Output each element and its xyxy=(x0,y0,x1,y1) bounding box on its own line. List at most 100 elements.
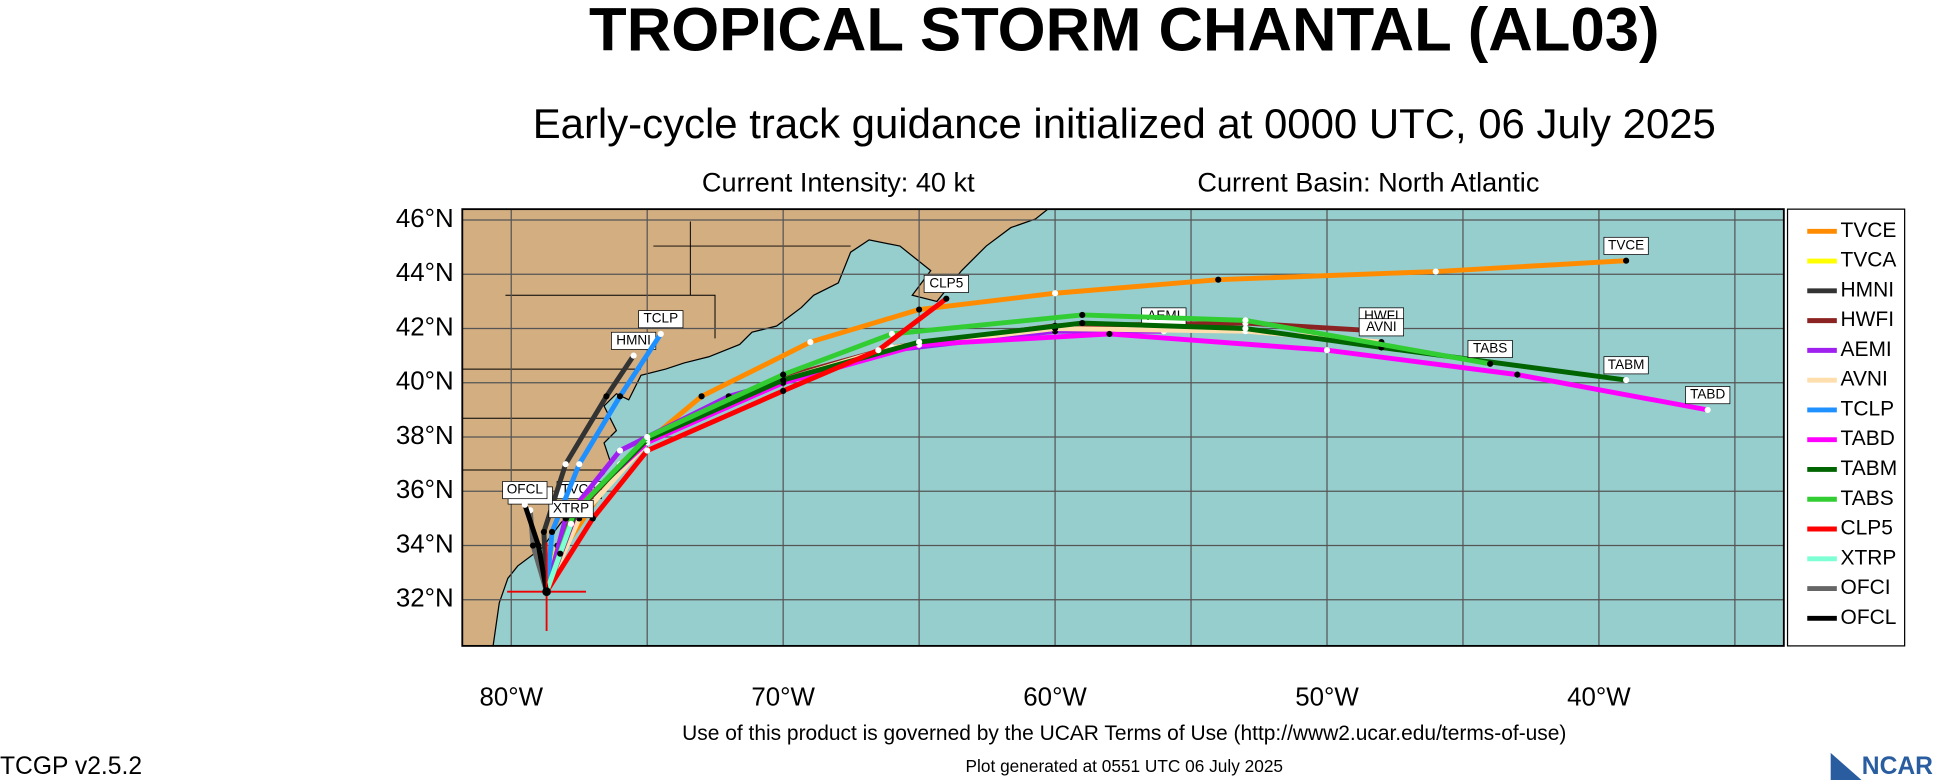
track-point xyxy=(1242,325,1249,332)
track-point xyxy=(567,520,575,527)
track-point xyxy=(780,371,787,378)
track-label: HMNI xyxy=(616,332,651,347)
track-point xyxy=(916,338,923,346)
logo: NCAR xyxy=(1862,753,1933,780)
track-point xyxy=(1487,360,1494,367)
track-point xyxy=(916,306,923,313)
track-point xyxy=(1106,330,1113,338)
track-point xyxy=(1323,347,1331,354)
legend-label: HWFI xyxy=(1841,308,1895,331)
lon-label: 80°W xyxy=(479,684,543,712)
start-point xyxy=(542,587,551,596)
track-label-box xyxy=(638,310,684,329)
track-point xyxy=(535,542,542,549)
legend xyxy=(1786,208,1906,647)
track-point xyxy=(603,393,610,400)
track-label: TVCE xyxy=(1608,238,1644,253)
track-label-box xyxy=(502,481,548,500)
track-label-box xyxy=(1603,236,1649,255)
lat-label: 32°N xyxy=(396,585,454,613)
track-label: TABM xyxy=(1608,357,1645,372)
track-point xyxy=(1623,376,1630,384)
logo-mark xyxy=(1830,752,1862,780)
legend-label: HMNI xyxy=(1841,278,1895,301)
track-point xyxy=(698,393,705,400)
track-point xyxy=(1432,268,1439,275)
track-point xyxy=(1623,257,1630,264)
track-label-box xyxy=(548,500,594,519)
map-area: TVCETVCAHMNIHWFIAEMIAVNITCLPTABDTABMTABS… xyxy=(462,209,1784,646)
lat-label: 38°N xyxy=(396,422,454,450)
terms: Use of this product is governed by the U… xyxy=(682,722,1566,745)
legend-label: AEMI xyxy=(1841,338,1892,361)
track-point xyxy=(557,550,564,557)
track-label: XTRP xyxy=(553,501,589,516)
legend-label: OFCL xyxy=(1841,606,1897,629)
track-label: CLP5 xyxy=(929,275,963,290)
track-label-box xyxy=(923,274,969,293)
track-point xyxy=(616,447,624,454)
lat-label: 36°N xyxy=(396,476,454,504)
lat-label: 44°N xyxy=(396,259,454,287)
track-label: AVNI xyxy=(1366,319,1397,334)
lon-label: 70°W xyxy=(751,684,815,712)
track-point xyxy=(576,461,583,468)
track-point xyxy=(888,330,896,338)
legend-label: CLP5 xyxy=(1841,517,1893,540)
lat-label: 34°N xyxy=(396,530,454,558)
track-label-box xyxy=(1685,386,1731,405)
lat-label: 40°N xyxy=(396,368,454,396)
track-point xyxy=(875,347,882,354)
lon-label: 60°W xyxy=(1023,684,1087,712)
track-point xyxy=(644,433,651,441)
track-point xyxy=(562,461,569,468)
track-point xyxy=(1079,320,1086,327)
track-label: TABD xyxy=(1690,387,1725,402)
track-point xyxy=(630,352,637,359)
legend-label: TABM xyxy=(1841,457,1898,480)
borders xyxy=(462,221,851,471)
track-point xyxy=(1242,317,1249,324)
track-label: OFCL xyxy=(507,482,544,497)
subtitle: Early-cycle track guidance initialized a… xyxy=(533,100,1716,147)
legend-label: TCLP xyxy=(1841,397,1895,420)
track-point xyxy=(1052,290,1059,297)
generated: Plot generated at 0551 UTC 06 July 2025 xyxy=(966,756,1283,776)
track-point xyxy=(521,501,528,508)
track-label: TCLP xyxy=(643,311,678,326)
track-point xyxy=(548,528,556,536)
lat-label: 46°N xyxy=(396,205,454,233)
legend-label: TVCA xyxy=(1841,249,1897,272)
track xyxy=(544,296,948,593)
track-label-box xyxy=(1467,340,1513,358)
legend-label: AVNI xyxy=(1841,368,1888,391)
track-point xyxy=(1704,406,1711,413)
track-point xyxy=(1079,311,1086,319)
basin: Current Basin: North Atlantic xyxy=(1197,167,1539,198)
land xyxy=(462,209,1049,646)
map-frame xyxy=(461,208,1785,647)
intensity: Current Intensity: 40 kt xyxy=(702,167,975,198)
track-point xyxy=(657,330,664,338)
track-label-box xyxy=(1603,356,1649,375)
track-point xyxy=(616,393,624,400)
track-label: TABS xyxy=(1473,341,1507,356)
track-point xyxy=(1215,276,1222,283)
track-point xyxy=(780,376,787,384)
lat-label: 42°N xyxy=(396,313,454,341)
lon-label: 40°W xyxy=(1567,684,1631,712)
track-point xyxy=(1514,371,1521,378)
track-point xyxy=(529,542,537,549)
legend-label: TABS xyxy=(1841,487,1894,510)
track-point xyxy=(943,295,950,302)
version: TCGP v2.5.2 xyxy=(0,753,142,780)
legend-label: TVCE xyxy=(1841,219,1897,242)
track-point xyxy=(540,528,547,536)
track-point xyxy=(780,387,787,394)
legend-label: TABD xyxy=(1841,427,1895,450)
lon-label: 50°W xyxy=(1295,684,1359,712)
track-label-box xyxy=(1358,318,1404,337)
track-point xyxy=(644,447,651,454)
title: TROPICAL STORM CHANTAL (AL03) xyxy=(589,0,1659,65)
